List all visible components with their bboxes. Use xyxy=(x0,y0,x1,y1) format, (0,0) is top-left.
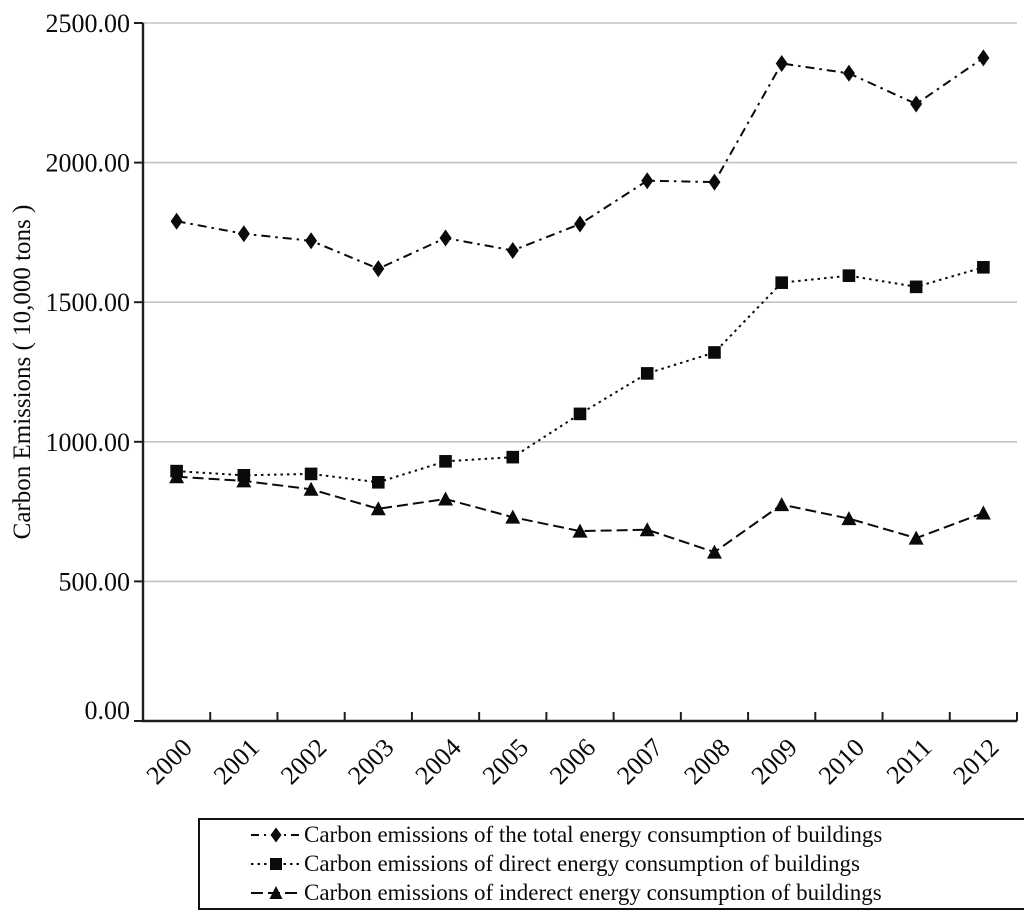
dotted-square-sample xyxy=(251,858,301,870)
diamond-icon xyxy=(270,827,282,843)
legend-item-direct: Carbon emissions of direct energy consum… xyxy=(250,850,1024,879)
svg-text:2008: 2008 xyxy=(678,733,735,790)
svg-text:2003: 2003 xyxy=(342,733,399,790)
series-diamond xyxy=(170,49,990,278)
legend-item-indirect: Carbon emissions of inderect energy cons… xyxy=(250,879,1024,908)
legend-item-total: Carbon emissions of the total energy con… xyxy=(250,821,1024,850)
dashed-triangle-sample xyxy=(251,886,301,899)
legend-label-direct: Carbon emissions of direct energy consum… xyxy=(304,851,860,876)
y-axis-tick-labels: 0.00 500.00 1000.00 1500.00 2000.00 2500.00 xyxy=(46,9,131,725)
svg-text:2005: 2005 xyxy=(477,733,534,790)
series-square xyxy=(170,261,990,489)
legend-box: Carbon emissions of the total energy con… xyxy=(198,818,1024,910)
svg-text:2010: 2010 xyxy=(813,733,870,790)
svg-text:1000.00: 1000.00 xyxy=(46,428,131,457)
svg-text:2007: 2007 xyxy=(611,733,668,790)
svg-text:0.00: 0.00 xyxy=(85,696,131,725)
y-axis-title: Carbon Emissions ( 10,000 tons ) xyxy=(9,205,36,540)
legend-label-total: Carbon emissions of the total energy con… xyxy=(304,822,883,847)
svg-text:2004: 2004 xyxy=(410,733,467,790)
svg-text:2500.00: 2500.00 xyxy=(46,9,131,38)
svg-text:2009: 2009 xyxy=(746,733,803,790)
series-triangle xyxy=(169,469,991,559)
svg-text:2012: 2012 xyxy=(947,733,1004,790)
gridlines xyxy=(143,22,1017,583)
svg-text:2002: 2002 xyxy=(275,733,332,790)
svg-text:2000.00: 2000.00 xyxy=(46,149,131,178)
data-series xyxy=(169,49,991,559)
x-axis-tick-labels: 2000 2001 2002 2003 2004 2005 2006 2007 2008 2009… xyxy=(141,733,1005,790)
chart-canvas: 0.00 500.00 1000.00 1500.00 2000.00 2500.00 2… xyxy=(9,9,1018,790)
square-icon xyxy=(270,858,282,870)
legend-label-indirect: Carbon emissions of inderect energy cons… xyxy=(304,880,882,905)
svg-text:500.00: 500.00 xyxy=(59,567,131,596)
dash-dot-diamond-sample xyxy=(251,827,301,843)
axes xyxy=(134,22,1018,723)
triangle-icon xyxy=(269,886,283,899)
svg-text:2000: 2000 xyxy=(141,733,198,790)
svg-text:2011: 2011 xyxy=(881,733,938,790)
svg-text:2001: 2001 xyxy=(208,733,265,790)
svg-text:1500.00: 1500.00 xyxy=(46,288,131,317)
svg-text:2006: 2006 xyxy=(544,733,601,790)
